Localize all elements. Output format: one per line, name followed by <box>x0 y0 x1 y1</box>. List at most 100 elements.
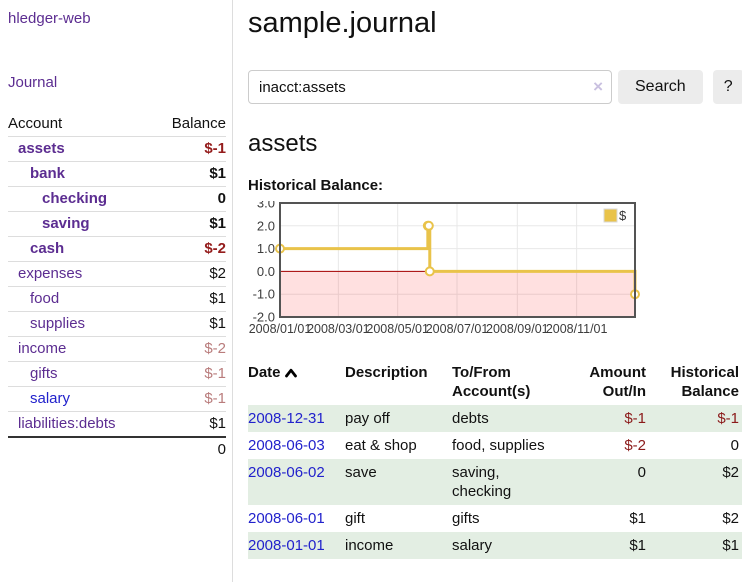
transaction-amount: $1 <box>629 510 646 527</box>
transaction-date-link[interactable]: 2008-12-31 <box>248 410 325 427</box>
account-link[interactable]: checking <box>42 190 108 207</box>
page-title: sample.journal <box>248 7 437 39</box>
account-row: checking 0 <box>8 186 226 212</box>
transaction-date-link[interactable]: 2008-06-01 <box>248 510 325 527</box>
account-row: assets $-1 <box>8 136 226 162</box>
register-col-description: Description <box>345 364 428 381</box>
help-button[interactable]: ? <box>712 70 742 104</box>
transaction-balance: 0 <box>730 437 739 454</box>
account-link[interactable]: expenses <box>18 265 83 282</box>
register-row: 2008-06-03 eat & shop food, supplies $-2… <box>248 432 742 459</box>
register-row: 2008-06-01 gift gifts $1 $2 <box>248 505 742 532</box>
account-balance: $-1 <box>152 361 226 387</box>
transaction-date-link[interactable]: 2008-06-02 <box>248 464 325 481</box>
account-row: salary $-1 <box>8 386 226 412</box>
transaction-accounts: gifts <box>452 510 480 527</box>
svg-text:-2.0: -2.0 <box>253 310 275 325</box>
search-form: × Search ? <box>248 70 742 104</box>
account-balance: 0 <box>152 186 226 212</box>
accounts-table-body: assets $-1 bank $1 checking 0 saving $1 … <box>8 136 226 438</box>
main-content: sample.journal × Search ? assets Histori… <box>248 0 742 559</box>
accounts-col-balance: Balance <box>152 112 226 137</box>
register-row: 2008-12-31 pay off debts $-1 $-1 <box>248 405 742 432</box>
historical-balance-chart-svg: $3.0 2.0 1.0 0.0 -1.0 -2.02008/01/012008/03/0… <box>249 196 640 336</box>
svg-text:1.0: 1.0 <box>257 241 275 256</box>
register-table: Date Description To/From Account(s) Amou… <box>248 359 742 559</box>
account-row: food $1 <box>8 286 226 312</box>
account-link[interactable]: assets <box>18 140 65 157</box>
transaction-accounts: debts <box>452 405 564 432</box>
svg-text:2008/05/01: 2008/05/01 <box>366 322 429 336</box>
svg-text:2.0: 2.0 <box>257 218 275 233</box>
transaction-accounts: salary <box>452 532 564 559</box>
svg-text:0.0: 0.0 <box>257 264 275 279</box>
clear-search-icon[interactable]: × <box>593 77 603 96</box>
account-link[interactable]: saving <box>42 215 90 232</box>
account-link[interactable]: salary <box>30 390 71 407</box>
account-balance: $-2 <box>152 336 226 362</box>
transaction-amount: 0 <box>564 459 649 505</box>
account-balance: $-1 <box>152 386 226 412</box>
transaction-date-link[interactable]: 2008-06-03 <box>248 437 325 454</box>
svg-text:2008/09/01: 2008/09/01 <box>486 322 549 336</box>
account-row: gifts $-1 <box>8 361 226 387</box>
transaction-amount: $-1 <box>564 405 649 432</box>
account-balance: $1 <box>152 286 226 312</box>
search-box: × <box>248 70 612 104</box>
accounts-table: Account Balance assets $-1 bank $1 check… <box>8 112 226 462</box>
register-row: 2008-06-02 save saving, checking 0 $2 <box>248 459 742 505</box>
transaction-description: gift <box>345 510 366 527</box>
register-col-accounts: To/From Account(s) <box>452 364 531 400</box>
account-link[interactable]: income <box>18 340 67 357</box>
account-row: liabilities:debts $1 <box>8 411 226 438</box>
svg-text:-1.0: -1.0 <box>253 287 275 302</box>
transaction-amount: $-2 <box>624 437 646 454</box>
transaction-description: save <box>345 459 452 505</box>
svg-text:2008/01/01: 2008/01/01 <box>249 322 312 336</box>
accounts-col-account: Account <box>8 112 153 137</box>
account-row: bank $1 <box>8 161 226 187</box>
transaction-balance: $2 <box>722 510 739 527</box>
accounts-total-value: 0 <box>217 441 226 458</box>
transaction-balance: $-1 <box>649 405 742 432</box>
historical-balance-chart: $3.0 2.0 1.0 0.0 -1.0 -2.0 2008/01/01 2008/03/0… <box>248 196 742 343</box>
transaction-amount: $1 <box>564 532 649 559</box>
account-balance: $-2 <box>152 236 226 262</box>
transaction-description: pay off <box>345 405 452 432</box>
account-row: saving $1 <box>8 211 226 237</box>
svg-text:$: $ <box>619 208 627 223</box>
register-col-balance: Historical Balance <box>670 364 739 400</box>
account-row: expenses $2 <box>8 261 226 287</box>
account-link[interactable]: supplies <box>30 315 86 332</box>
account-link[interactable]: gifts <box>30 365 58 382</box>
register-col-date[interactable]: Date <box>248 359 345 405</box>
transaction-balance: $1 <box>649 532 742 559</box>
sidebar: hledger-web Journal Account Balance asse… <box>0 0 233 582</box>
account-balance: $-1 <box>152 136 226 162</box>
svg-text:3.0: 3.0 <box>257 201 275 211</box>
account-balance: $2 <box>152 261 226 287</box>
account-link[interactable]: liabilities:debts <box>18 415 116 432</box>
account-balance: $1 <box>152 411 226 438</box>
account-link[interactable]: food <box>30 290 60 307</box>
sidebar-item-journal[interactable]: Journal <box>8 74 58 91</box>
register-row: 2008-01-01 income salary $1 $1 <box>248 532 742 559</box>
svg-text:2008/07/01: 2008/07/01 <box>426 322 489 336</box>
transaction-description: income <box>345 532 452 559</box>
account-heading: assets <box>248 130 318 157</box>
sort-ascending-icon <box>284 368 297 378</box>
app-title[interactable]: hledger-web <box>8 10 91 27</box>
account-link[interactable]: cash <box>30 240 65 257</box>
search-button[interactable]: Search <box>618 70 703 104</box>
account-balance: $1 <box>152 161 226 187</box>
account-balance: $1 <box>152 311 226 337</box>
account-link[interactable]: bank <box>30 165 66 182</box>
transaction-description: eat & shop <box>345 437 417 454</box>
account-row: income $-2 <box>8 336 226 362</box>
transaction-date-link[interactable]: 2008-01-01 <box>248 537 325 554</box>
accounts-total-label <box>8 437 153 462</box>
account-balance: $1 <box>152 211 226 237</box>
account-row: cash $-2 <box>8 236 226 262</box>
search-input[interactable] <box>248 70 612 104</box>
transaction-accounts: saving, checking <box>452 459 564 505</box>
